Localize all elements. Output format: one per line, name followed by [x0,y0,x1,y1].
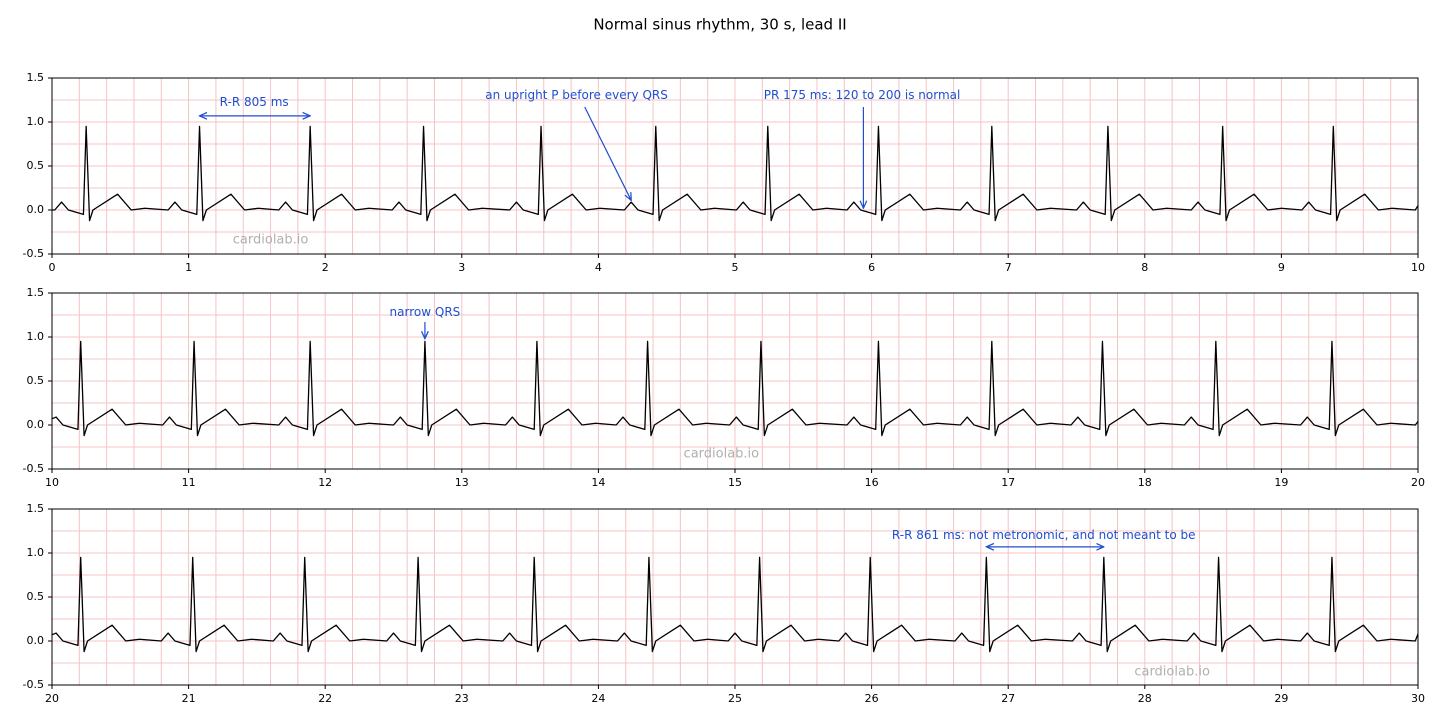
x-tick-label: 23 [455,692,469,705]
x-tick-label: 28 [1138,692,1152,705]
ecg-trace [51,340,1419,437]
x-tick-label: 20 [1411,476,1425,489]
watermark: cardiolab.io [233,232,309,247]
annotation-arrow [584,106,631,200]
y-tick-label: 0.5 [27,374,45,387]
plot-frame [51,77,1419,255]
x-tick-label: 22 [318,692,332,705]
y-tick-label: 1.5 [27,71,45,84]
x-tick-label: 10 [1411,261,1425,274]
annotation-text: R-R 805 ms [220,95,289,109]
x-tick-label: 5 [732,261,739,274]
x-tick-label: 19 [1274,476,1288,489]
x-tick-label: 3 [458,261,465,274]
x-tick-label: 10 [45,476,59,489]
x-tick-label: 8 [1141,261,1148,274]
x-tick-label: 12 [318,476,332,489]
y-tick-label: 0.5 [27,159,45,172]
ecg-trace [52,125,1419,222]
x-tick-label: 0 [49,261,56,274]
x-tick-label: 30 [1411,692,1425,705]
x-tick-label: 7 [1005,261,1012,274]
x-tick-label: 20 [45,692,59,705]
y-tick-label: 1.0 [27,546,45,559]
annotation-text: R-R 861 ms: not metronomic, and not mean… [892,528,1196,542]
panel: cardiolab.io 10 11 12 13 14 15 16 17 18 19 20 -0.5 0.… [23,286,1425,489]
x-tick-label: 14 [591,476,605,489]
x-tick-label: 16 [865,476,879,489]
x-tick-label: 24 [591,692,605,705]
x-tick-label: 25 [728,692,742,705]
x-tick-label: 4 [595,261,602,274]
x-tick-label: 11 [182,476,196,489]
y-tick-label: -0.5 [23,247,44,260]
figure-title: Normal sinus rhythm, 30 s, lead II [593,16,846,34]
x-tick-label: 18 [1138,476,1152,489]
x-tick-label: 1 [185,261,192,274]
x-tick-label: 13 [455,476,469,489]
x-tick-label: 27 [1001,692,1015,705]
panel: cardiolab.io 20 21 22 23 24 25 26 27 28 29 30 -0.5 0.… [23,502,1425,705]
y-tick-label: 0.0 [27,203,45,216]
ecg-trace [51,556,1419,653]
x-tick-label: 6 [868,261,875,274]
annotation-text: PR 175 ms: 120 to 200 is normal [764,88,961,102]
y-tick-label: -0.5 [23,462,44,475]
y-tick-label: 1.5 [27,502,45,515]
x-tick-label: 26 [865,692,879,705]
annotation-text: narrow QRS [390,305,461,319]
plot-frame [51,508,1419,686]
y-tick-label: 0.5 [27,590,45,603]
watermark: cardiolab.io [684,447,760,462]
y-tick-label: 0.0 [27,634,45,647]
y-tick-label: 1.0 [27,330,45,343]
x-tick-label: 17 [1001,476,1015,489]
x-tick-label: 21 [182,692,196,705]
plot-frame [51,292,1419,470]
watermark: cardiolab.io [1134,664,1210,679]
x-tick-label: 2 [322,261,329,274]
x-tick-label: 29 [1274,692,1288,705]
x-tick-label: 9 [1278,261,1285,274]
y-tick-label: -0.5 [23,678,44,691]
y-tick-label: 1.5 [27,286,45,299]
annotation-text: an upright P before every QRS [485,88,668,102]
x-tick-label: 15 [728,476,742,489]
y-tick-label: 0.0 [27,418,45,431]
y-tick-label: 1.0 [27,115,45,128]
panel: cardiolab.io 0 1 2 3 4 5 6 7 8 9 10 -0.5 0.0 0.5 1.0 1.5… [23,71,1425,274]
